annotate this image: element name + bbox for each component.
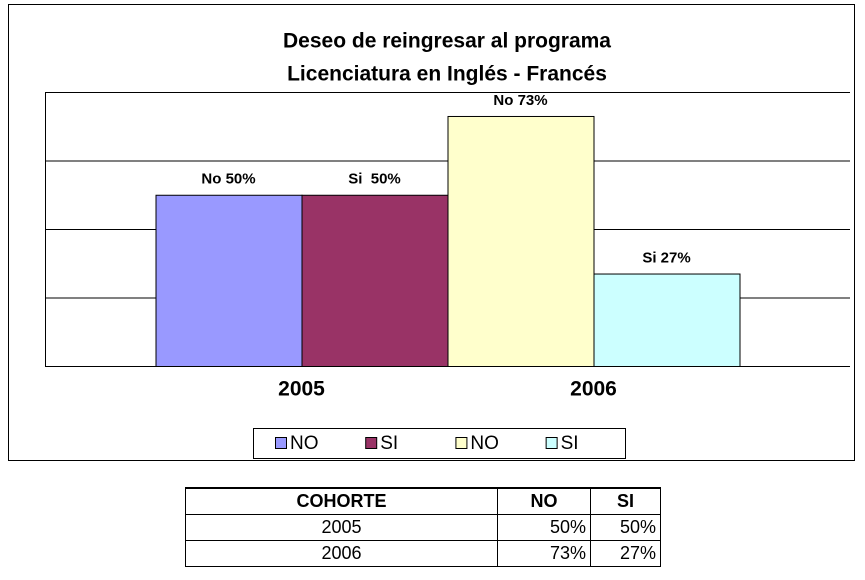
data-label: No 73% [493, 92, 547, 109]
table-cell: 27% [590, 540, 661, 567]
table-cell: 2006 [185, 540, 498, 567]
table-cell: 50% [497, 514, 591, 541]
legend-swatch [365, 437, 378, 449]
chart-title: Licenciatura en Inglés - Francés [287, 63, 607, 86]
legend-swatch [545, 437, 558, 449]
table-cell: 2005 [185, 514, 498, 541]
table-cell: 50% [590, 514, 661, 541]
data-label: Si 27% [642, 249, 690, 266]
x-tick-label: 2005 [278, 378, 325, 401]
table-cell: NO [497, 487, 591, 515]
bar [155, 194, 303, 367]
legend-label: NO [470, 433, 499, 454]
data-label: No 50% [201, 171, 255, 188]
legend-swatch [275, 437, 287, 449]
data-table: COHORTE NO SI 2005 50% 50% 2006 73% 27% [185, 487, 661, 567]
table-row: 2005 50% 50% [185, 514, 661, 541]
table-row: 2006 73% 27% [185, 540, 661, 567]
table-cell: 73% [497, 540, 591, 567]
legend-label: NO [290, 433, 319, 454]
chart: Deseo de reingresar al programa Licencia… [8, 4, 855, 461]
table-cell: SI [590, 487, 661, 515]
legend-label: SI [561, 433, 579, 454]
data-label: Si 50% [348, 171, 401, 188]
legend-swatch [455, 437, 468, 449]
bar [447, 115, 595, 367]
bar [301, 194, 449, 367]
bar [593, 273, 741, 367]
table-row: COHORTE NO SI [185, 487, 661, 515]
legend-label: SI [380, 433, 398, 454]
table-cell: COHORTE [185, 487, 498, 515]
x-tick-label: 2006 [570, 378, 617, 401]
chart-title: Deseo de reingresar al programa [283, 30, 611, 53]
legend-box [253, 428, 626, 459]
